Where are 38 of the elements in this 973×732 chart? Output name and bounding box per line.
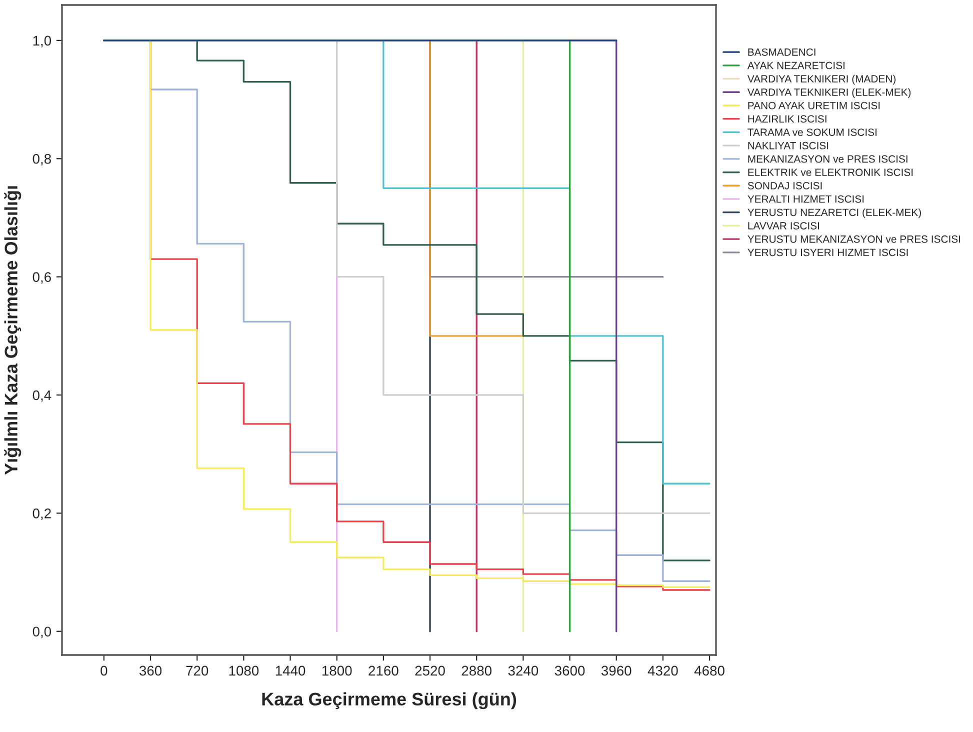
x-tick-label: 0 [100, 666, 108, 676]
legend-label: LAVVAR ISCISI [748, 222, 819, 230]
x-tick-label: 1800 [322, 666, 352, 676]
x-tick-label: 3240 [508, 666, 538, 676]
y-tick-label: 0,8 [32, 154, 51, 166]
y-tick-label: 0,0 [32, 626, 52, 638]
y-tick-label: 0,6 [32, 272, 51, 284]
x-tick-label: 3960 [601, 666, 632, 676]
x-axis-title: Kaza Geçirmeme Süresi (gün) [262, 692, 516, 710]
legend-label: PANO AYAK URETIM ISCISI [748, 102, 880, 110]
legend-label: HAZIRLIK ISCISI [748, 115, 826, 123]
x-tick-label: 2880 [462, 666, 492, 676]
legend-label: AYAK NEZARETCISI [747, 62, 844, 70]
y-tick-label: 1,0 [33, 36, 52, 48]
x-tick-label: 1440 [276, 666, 306, 676]
x-tick-label: 2520 [415, 666, 445, 676]
legend-label: YERUSTU ISYERI HIZMET ISCISI [748, 248, 908, 256]
legend-label: VARDIYA TEKNIKERI (MADEN) [747, 74, 896, 85]
legend-label: MEKANIZASYON ve PRES ISCISI [748, 155, 908, 163]
x-tick-label: 4680 [694, 666, 724, 676]
x-tick-label: 360 [139, 666, 162, 676]
legend-label: YERUSTU MEKANIZASYON ve PRES ISCISI [748, 235, 960, 243]
legend-label: TARAMA ve SOKUM ISCISI [748, 128, 876, 136]
legend-label: VARDIYA TEKNIKERI (ELEK-MEK) [747, 88, 911, 98]
legend-label: NAKLIYAT ISCISI [748, 142, 828, 150]
legend-label: BASMADENCI [748, 48, 816, 56]
x-tick-label: 2160 [368, 666, 398, 676]
y-axis-title: Yığılmlı Kaza Geçirmeme Olasılığı [4, 186, 22, 475]
legend-label: YERUSTU NEZARETCI (ELEK-MEK) [748, 208, 921, 218]
legend-label: ELEKTRIK ve ELEKTRONIK ISCISI [748, 168, 913, 176]
x-tick-label: 3600 [554, 666, 585, 676]
legend-label: YERALTI HIZMET ISCISI [748, 195, 864, 203]
x-tick-label: 4320 [648, 666, 678, 676]
x-tick-label: 720 [186, 666, 208, 676]
y-tick-label: 0,2 [32, 508, 51, 520]
legend-label: SONDAJ ISCISI [748, 182, 822, 190]
y-tick-label: 0,4 [32, 390, 52, 402]
x-tick-label: 1080 [229, 666, 259, 676]
